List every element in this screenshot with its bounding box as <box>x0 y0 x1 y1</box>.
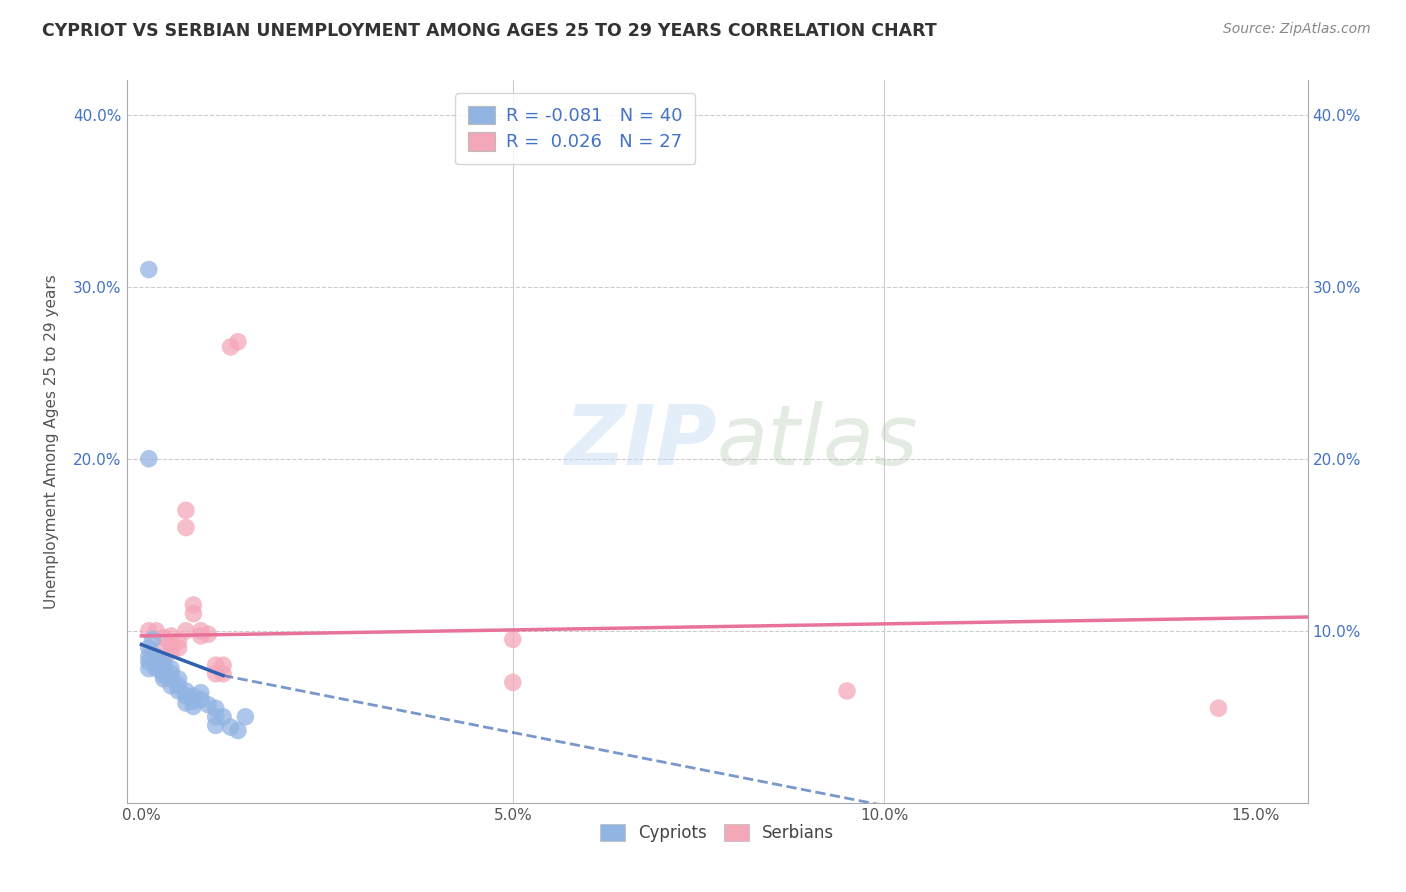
Point <box>160 672 183 686</box>
Point <box>167 684 190 698</box>
Point <box>167 634 190 648</box>
Point <box>160 629 183 643</box>
Point <box>145 649 167 664</box>
Point <box>152 660 174 674</box>
Point <box>160 662 183 676</box>
Point <box>138 262 160 277</box>
Point <box>183 598 205 612</box>
Point <box>219 720 242 734</box>
Point <box>197 698 219 712</box>
Point <box>1208 701 1230 715</box>
Point <box>835 684 858 698</box>
Point <box>174 684 197 698</box>
Point <box>167 640 190 655</box>
Point <box>145 662 167 676</box>
Point <box>183 699 205 714</box>
Point <box>174 624 197 638</box>
Point <box>204 701 226 715</box>
Text: atlas: atlas <box>717 401 918 482</box>
Point <box>204 658 226 673</box>
Point <box>152 655 174 669</box>
Point <box>183 607 205 621</box>
Point <box>190 629 212 643</box>
Point <box>145 624 167 638</box>
Point <box>152 672 174 686</box>
Point <box>183 694 205 708</box>
Text: CYPRIOT VS SERBIAN UNEMPLOYMENT AMONG AGES 25 TO 29 YEARS CORRELATION CHART: CYPRIOT VS SERBIAN UNEMPLOYMENT AMONG AG… <box>42 22 936 40</box>
Point <box>138 655 160 669</box>
Point <box>160 666 183 681</box>
Point <box>152 658 174 673</box>
Point <box>235 710 257 724</box>
Point <box>138 640 160 655</box>
Text: Source: ZipAtlas.com: Source: ZipAtlas.com <box>1223 22 1371 37</box>
Point <box>160 638 183 652</box>
Point <box>502 632 524 647</box>
Point <box>190 692 212 706</box>
Point <box>141 632 163 647</box>
Point <box>226 723 249 738</box>
Point <box>152 665 174 679</box>
Point <box>152 668 174 682</box>
Point <box>145 655 167 669</box>
Point <box>226 334 249 349</box>
Point <box>138 624 160 638</box>
Point <box>204 710 226 724</box>
Point <box>204 666 226 681</box>
Point <box>174 689 197 703</box>
Point <box>160 679 183 693</box>
Point <box>152 640 174 655</box>
Legend: Cypriots, Serbians: Cypriots, Serbians <box>593 817 841 848</box>
Point <box>212 658 235 673</box>
Y-axis label: Unemployment Among Ages 25 to 29 years: Unemployment Among Ages 25 to 29 years <box>45 274 59 609</box>
Point <box>212 666 235 681</box>
Text: ZIP: ZIP <box>564 401 717 482</box>
Point <box>145 658 167 673</box>
Point <box>167 679 190 693</box>
Point <box>174 520 197 534</box>
Point <box>190 624 212 638</box>
Point <box>183 689 205 703</box>
Point <box>167 672 190 686</box>
Point <box>204 718 226 732</box>
Point <box>138 649 160 664</box>
Point <box>174 696 197 710</box>
Point <box>138 451 160 466</box>
Point <box>152 631 174 645</box>
Point <box>219 340 242 354</box>
Point <box>502 675 524 690</box>
Point <box>197 627 219 641</box>
Point <box>160 644 183 658</box>
Point <box>174 503 197 517</box>
Point <box>190 686 212 700</box>
Point <box>138 662 160 676</box>
Point <box>212 710 235 724</box>
